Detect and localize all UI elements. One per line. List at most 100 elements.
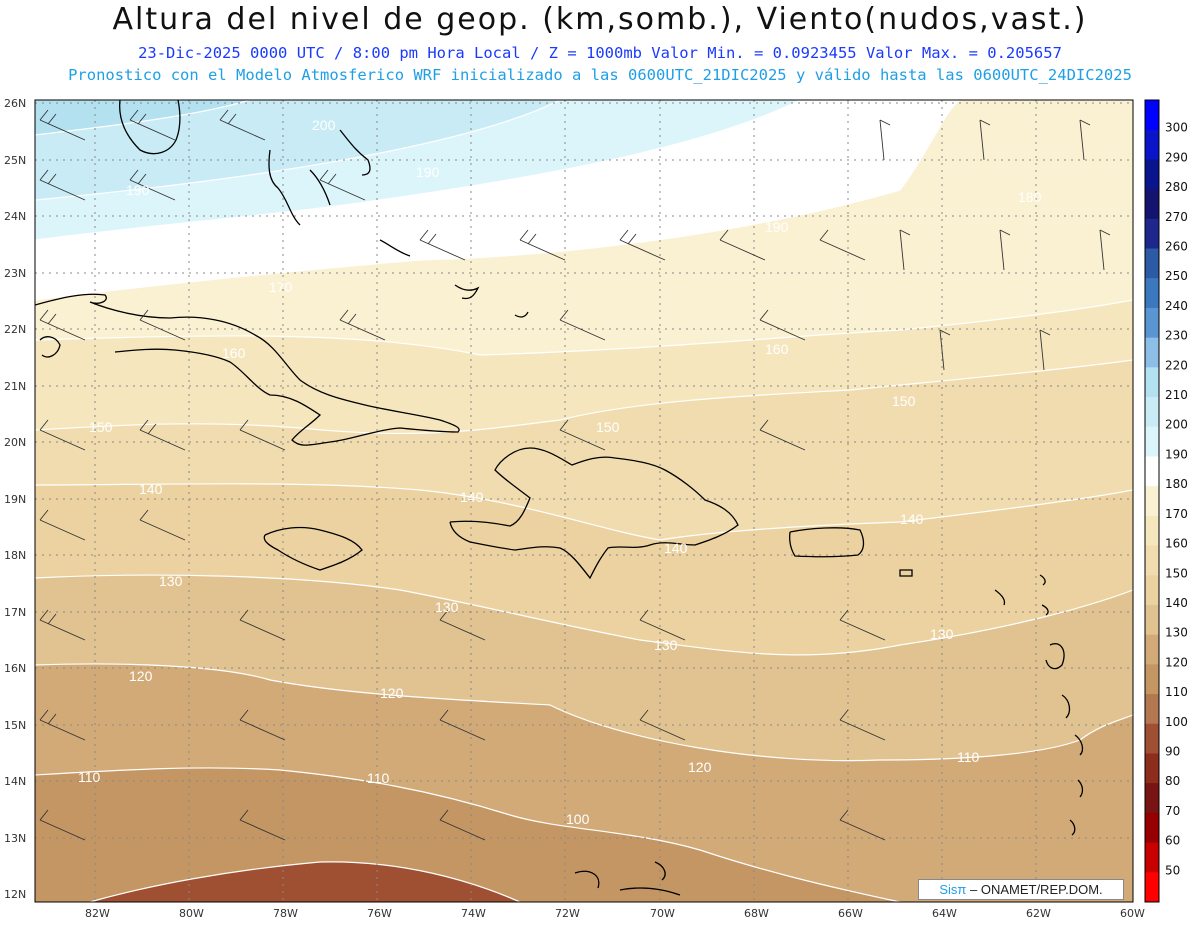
contour-label: 190 xyxy=(126,182,150,198)
lat-label: 22N xyxy=(4,323,26,336)
contour-lines xyxy=(35,100,1133,902)
lon-label: 64W xyxy=(932,907,957,920)
map-subtitle-valid-time: 23-Dic-2025 0000 UTC / 8:00 pm Hora Loca… xyxy=(138,44,1062,62)
colorbar-swatch xyxy=(1145,397,1159,428)
colorbar-label: 130 xyxy=(1165,626,1188,640)
colorbar-label: 110 xyxy=(1165,685,1188,699)
contour-label: 140 xyxy=(900,511,924,527)
lat-label: 24N xyxy=(4,210,26,223)
lon-label: 82W xyxy=(85,907,110,920)
sispi-logo-text: Sisπ xyxy=(939,882,967,897)
colorbar-label: 210 xyxy=(1165,388,1188,402)
colorbar-swatch xyxy=(1145,664,1159,695)
contour-label: 130 xyxy=(159,573,183,589)
wind-barbs xyxy=(39,109,1111,841)
colorbar-swatch xyxy=(1145,842,1159,873)
lon-label: 72W xyxy=(555,907,580,920)
lon-label: 74W xyxy=(461,907,486,920)
colorbar-label: 180 xyxy=(1165,477,1188,491)
lat-label: 19N xyxy=(4,493,26,506)
contour-label: 110 xyxy=(957,749,980,765)
lat-label: 21N xyxy=(4,380,26,393)
lat-label: 12N xyxy=(4,888,26,901)
lat-label: 23N xyxy=(4,267,26,280)
contour-label: 120 xyxy=(688,759,712,775)
colorbar-swatch xyxy=(1145,456,1159,487)
lat-label: 20N xyxy=(4,436,26,449)
lon-label: 66W xyxy=(838,907,863,920)
colorbar-label: 270 xyxy=(1165,210,1188,224)
colorbar-label: 60 xyxy=(1165,834,1180,848)
colorbar-swatch xyxy=(1145,337,1159,368)
contour-label: 130 xyxy=(654,637,678,653)
colorbar-swatch xyxy=(1145,694,1159,725)
lat-lon-grid xyxy=(35,100,1133,902)
colorbar-swatch xyxy=(1145,486,1159,517)
colorbar-label: 290 xyxy=(1165,150,1188,164)
lon-label: 76W xyxy=(367,907,392,920)
colorbar-label: 150 xyxy=(1165,566,1188,580)
colorbar-swatch xyxy=(1145,575,1159,606)
colorbar-label: 120 xyxy=(1165,655,1188,669)
contour-label: 150 xyxy=(596,419,620,435)
lon-label: 60W xyxy=(1120,907,1145,920)
plot-frame xyxy=(34,99,1134,903)
colorbar-label: 250 xyxy=(1165,269,1188,283)
contour-label: 190 xyxy=(416,164,440,180)
colorbar-swatch xyxy=(1145,634,1159,665)
colorbar-swatch xyxy=(1145,812,1159,844)
lat-label: 26N xyxy=(4,97,26,110)
contour-label: 160 xyxy=(765,341,789,357)
contour-label: 130 xyxy=(435,599,459,615)
contour-label: 120 xyxy=(380,685,404,701)
colorbar-swatch xyxy=(1145,783,1159,814)
colorbar-swatch xyxy=(1145,189,1159,220)
colorbar-label: 70 xyxy=(1165,804,1180,818)
contour-label: 190 xyxy=(765,219,789,235)
colorbar-label: 50 xyxy=(1165,863,1180,877)
contour-label: 170 xyxy=(269,279,293,295)
colorbar-label: 240 xyxy=(1165,299,1188,313)
contour-label: 160 xyxy=(222,345,246,361)
colorbar-label: 200 xyxy=(1165,418,1188,432)
colorbar-swatch xyxy=(1145,426,1159,457)
colorbar-swatch xyxy=(1145,218,1159,250)
colorbar-frame xyxy=(1144,99,1160,903)
colorbar-label: 160 xyxy=(1165,537,1188,551)
colorbar-label: 190 xyxy=(1165,447,1188,461)
lat-label: 25N xyxy=(4,154,26,167)
lat-label: 16N xyxy=(4,662,26,675)
colorbar-swatch xyxy=(1145,545,1159,576)
contour-label: 150 xyxy=(89,419,113,435)
colorbar-swatch xyxy=(1145,515,1159,547)
colorbar-swatch xyxy=(1145,604,1159,636)
colorbar-swatch xyxy=(1145,367,1159,398)
colorbar-legend: 300 290 280 270 260 250 240 230 220 210 200 190 180 1… xyxy=(1144,99,1188,903)
map-title: Altura del nivel de geop. (km,somb.), Vi… xyxy=(112,2,1088,37)
coastlines xyxy=(35,100,1084,896)
contour-label: 180 xyxy=(1018,189,1042,205)
map-subtitle-model-info: Pronostico con el Modelo Atmosferico WRF… xyxy=(68,66,1132,84)
contour-label: 100 xyxy=(566,811,590,827)
colorbar-swatch xyxy=(1145,248,1159,279)
colorbar-swatch xyxy=(1145,872,1159,903)
colorbar-label: 220 xyxy=(1165,358,1188,372)
lat-label: 14N xyxy=(4,775,26,788)
colorbar-label: 300 xyxy=(1165,121,1188,135)
colorbar-label: 100 xyxy=(1165,715,1188,729)
colorbar-label: 80 xyxy=(1165,774,1180,788)
latitude-labels: 26N 25N 24N 23N 22N 21N 20N 19N 18N 17N … xyxy=(4,97,26,901)
contour-label: 110 xyxy=(78,769,101,785)
contour-label: 140 xyxy=(460,489,484,505)
credit-text: – ONAMET/REP.DOM. xyxy=(969,882,1103,897)
lat-label: 17N xyxy=(4,606,26,619)
geopotential-fill: 200 190 190 190 180 170 160 160 150 150 … xyxy=(35,100,1133,902)
colorbar-swatch xyxy=(1145,159,1159,190)
colorbar-swatch xyxy=(1145,100,1159,131)
colorbar-label: 90 xyxy=(1165,744,1180,758)
contour-label: 200 xyxy=(312,117,336,133)
lat-label: 18N xyxy=(4,549,26,562)
colorbar-label: 170 xyxy=(1165,507,1188,521)
contour-label: 140 xyxy=(139,481,163,497)
